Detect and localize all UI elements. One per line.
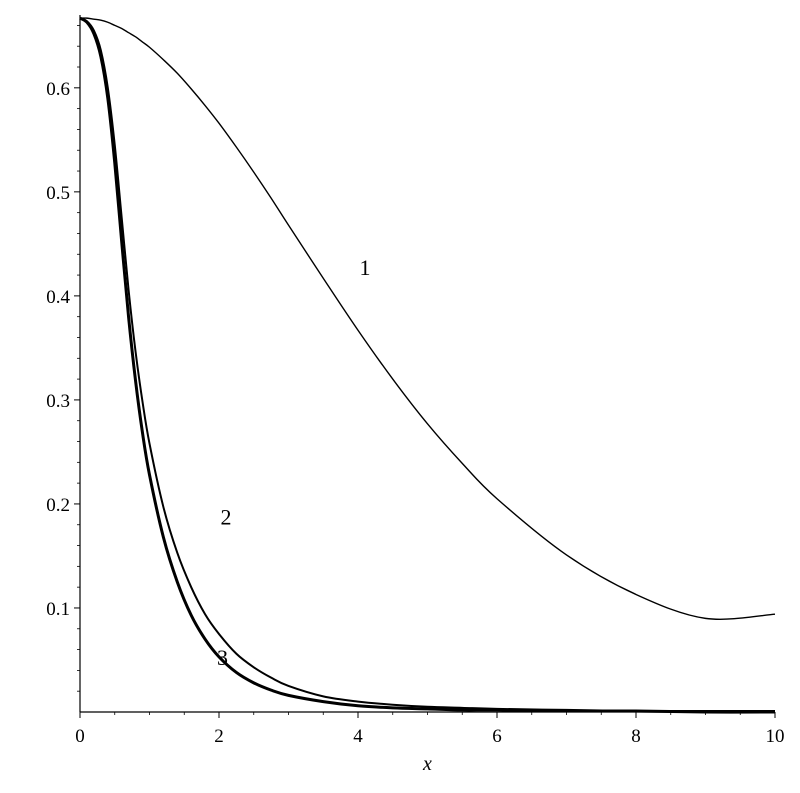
- y-tick-label: 0.1: [46, 599, 70, 620]
- curves: [79, 16, 776, 714]
- y-tick-label: 0.4: [46, 287, 70, 308]
- x-tick-label: 6: [492, 726, 502, 747]
- curve-label-2: 2: [220, 505, 231, 530]
- y-tick-label: 0.6: [46, 79, 70, 100]
- curve-label-1: 1: [359, 255, 370, 280]
- x-tick-label: 10: [766, 726, 785, 747]
- axes: 0 2 4 6 8 10 0.1 0.2 0.3 0.4 0.5 0.6: [46, 15, 785, 747]
- series-line-3: [79, 16, 776, 714]
- x-axis-title: x: [422, 753, 432, 775]
- series-line-1: [79, 17, 776, 620]
- series-line-2: [79, 17, 775, 713]
- x-tick-label: 4: [353, 726, 363, 747]
- y-tick-label: 0.3: [46, 391, 70, 412]
- y-tick-label: 0.5: [46, 183, 70, 204]
- curve-labels: 1 2 3: [217, 255, 370, 670]
- curve-label-3: 3: [217, 645, 228, 670]
- x-tick-label: 0: [75, 726, 85, 747]
- x-tick-label: 2: [214, 726, 224, 747]
- y-tick-label: 0.2: [46, 495, 70, 516]
- x-tick-label: 8: [631, 726, 641, 747]
